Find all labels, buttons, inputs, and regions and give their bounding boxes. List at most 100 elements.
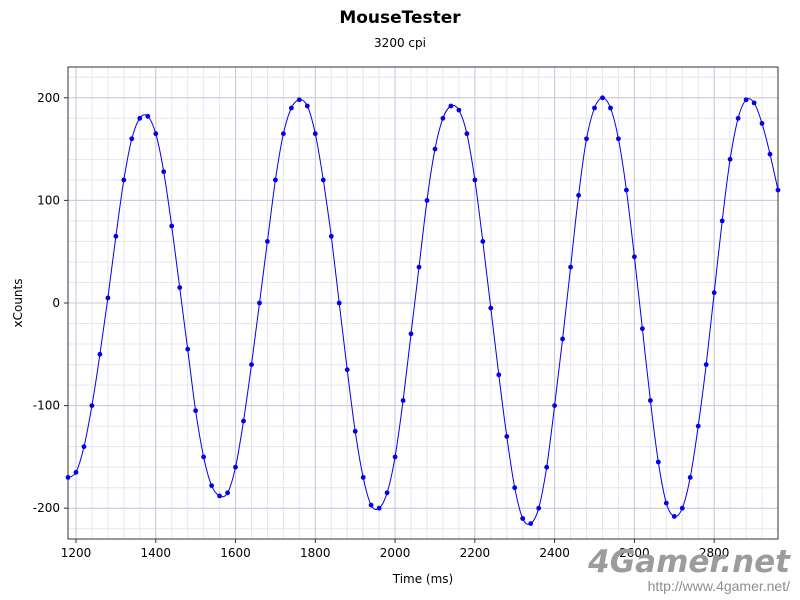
data-point <box>233 464 238 470</box>
data-point <box>273 177 278 183</box>
data-point <box>384 490 390 496</box>
data-point <box>592 105 597 111</box>
data-point <box>121 177 127 183</box>
data-point <box>408 331 414 337</box>
data-point <box>145 113 151 119</box>
data-point <box>743 97 749 103</box>
data-point <box>600 95 605 101</box>
data-point <box>312 131 318 137</box>
data-point <box>448 103 454 109</box>
series-line <box>67 97 779 525</box>
data-point <box>648 398 653 403</box>
data-point <box>480 239 486 244</box>
data-point <box>225 490 231 496</box>
data-point <box>153 131 159 137</box>
data-point <box>520 516 526 521</box>
data-point <box>703 362 709 367</box>
data-point <box>193 408 199 414</box>
data-point <box>209 483 215 488</box>
y-axis-ticks: -200 -100 0 100 200 <box>33 91 68 515</box>
data-point <box>584 136 589 142</box>
grid-major <box>68 67 778 539</box>
series-points <box>65 95 781 526</box>
y-tick-label: 100 <box>37 193 60 207</box>
y-tick-label: 200 <box>37 91 60 105</box>
data-point <box>496 372 502 378</box>
data-point <box>400 398 406 403</box>
data-point <box>177 285 183 290</box>
data-point <box>376 505 382 511</box>
data-point <box>655 459 661 465</box>
data-point <box>767 151 773 157</box>
data-point <box>759 121 765 126</box>
x-axis-label: Time (ms) <box>392 572 454 586</box>
data-point <box>328 233 334 239</box>
data-point <box>544 464 550 470</box>
y-tick-label: 0 <box>52 296 60 310</box>
data-point <box>281 131 286 137</box>
data-point <box>352 428 358 434</box>
y-tick-label: -100 <box>33 399 60 413</box>
data-point <box>241 418 246 424</box>
data-point <box>679 505 685 511</box>
x-tick-label: 1400 <box>140 546 171 560</box>
y-axis-label: xCounts <box>11 279 25 328</box>
data-point <box>640 326 645 332</box>
data-point <box>727 156 733 162</box>
data-point <box>560 336 565 342</box>
data-point <box>775 187 781 193</box>
data-point <box>320 177 326 183</box>
data-point <box>440 115 446 121</box>
data-point <box>695 423 701 429</box>
data-point <box>137 115 143 121</box>
data-point <box>65 475 71 480</box>
data-point <box>512 485 518 491</box>
data-point <box>711 290 717 296</box>
data-point <box>751 100 757 106</box>
chart-subtitle: 3200 cpi <box>374 36 426 50</box>
data-point <box>472 177 478 183</box>
data-point <box>336 300 342 306</box>
data-point <box>504 434 510 439</box>
x-tick-label: 1800 <box>300 546 331 560</box>
x-tick-label: 1600 <box>220 546 251 560</box>
data-point <box>536 505 542 511</box>
series-line-path <box>67 97 779 525</box>
data-point <box>392 454 398 460</box>
data-point <box>161 169 167 175</box>
data-point <box>464 131 470 137</box>
data-point <box>129 136 135 142</box>
x-tick-label: 2400 <box>539 546 570 560</box>
data-point <box>616 136 621 142</box>
data-point <box>488 305 494 311</box>
data-point <box>719 218 725 224</box>
data-point <box>344 367 350 373</box>
data-point <box>169 223 175 229</box>
chart-title: MouseTester <box>339 8 461 28</box>
data-point <box>89 403 95 408</box>
data-point <box>687 475 693 480</box>
data-point <box>265 239 270 244</box>
x-axis-ticks: 1200 1400 1600 1800 2000 2200 2400 2600 2800 <box>61 539 730 560</box>
data-point <box>201 454 207 460</box>
data-point <box>81 444 87 450</box>
data-point <box>416 264 422 270</box>
x-tick-label: 2000 <box>380 546 411 560</box>
data-point <box>608 105 613 111</box>
data-point <box>257 300 262 306</box>
data-point <box>424 198 430 203</box>
data-point <box>368 502 374 508</box>
data-point <box>105 295 111 301</box>
data-point <box>97 351 103 357</box>
data-point <box>552 403 557 408</box>
data-point <box>528 521 534 526</box>
data-point <box>624 187 629 193</box>
data-point <box>456 107 462 113</box>
data-point <box>360 475 366 480</box>
data-point <box>663 500 669 506</box>
data-point <box>217 493 223 499</box>
data-point <box>576 192 581 198</box>
x-tick-label: 2800 <box>699 546 730 560</box>
data-point <box>296 97 302 103</box>
